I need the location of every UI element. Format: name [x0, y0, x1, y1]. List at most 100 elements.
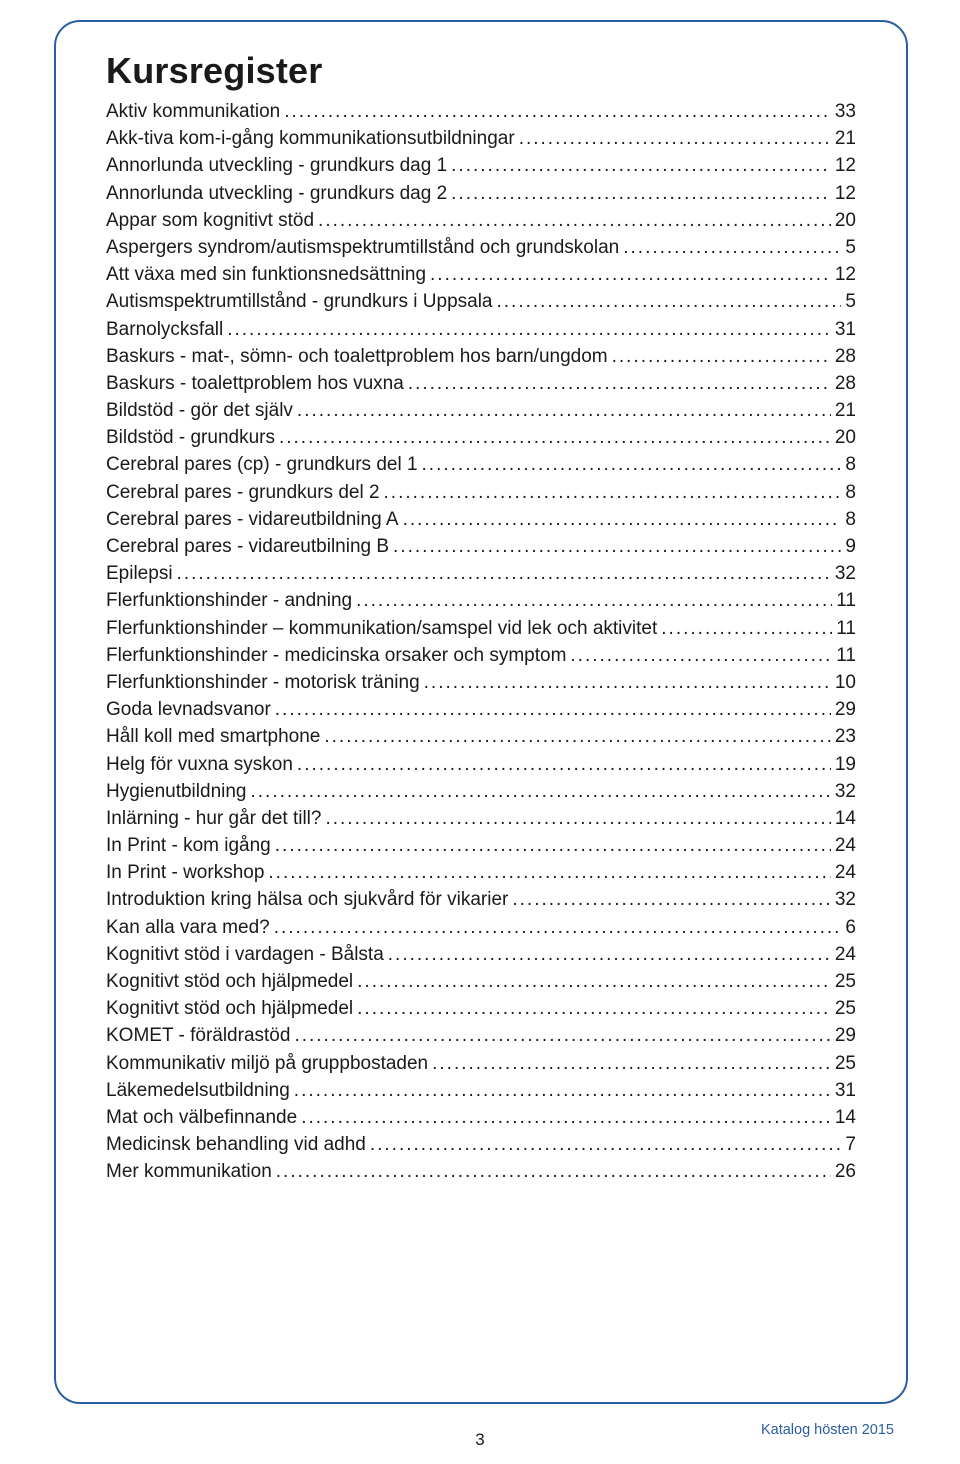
toc-entry-label: KOMET - föräldrastöd — [106, 1026, 290, 1045]
toc-leader-dots — [251, 782, 831, 801]
toc-row: Cerebral pares - vidareutbildning A 8 — [106, 510, 856, 529]
toc-entry-page: 25 — [835, 972, 856, 991]
toc-row: Mer kommunikation26 — [106, 1162, 856, 1181]
toc-entry-page: 11 — [836, 646, 856, 665]
toc-leader-dots — [393, 537, 841, 556]
toc-leader-dots — [268, 863, 830, 882]
toc-entry-label: Håll koll med smartphone — [106, 727, 320, 746]
toc-entry-label: Cerebral pares - grundkurs del 2 — [106, 483, 380, 502]
toc-entry-label: Flerfunktionshinder - andning — [106, 591, 352, 610]
toc-row: Barnolycksfall 31 — [106, 320, 856, 339]
toc-entry-page: 33 — [835, 102, 856, 121]
toc-leader-dots — [275, 836, 831, 855]
toc-leader-dots — [301, 1108, 831, 1127]
toc-leader-dots — [177, 564, 831, 583]
toc-leader-dots — [275, 700, 831, 719]
toc-leader-dots — [570, 646, 832, 665]
toc-entry-page: 7 — [845, 1135, 856, 1154]
toc-entry-page: 8 — [845, 510, 856, 529]
toc-row: Flerfunktionshinder - medicinska orsaker… — [106, 646, 856, 665]
toc-entry-page: 20 — [835, 211, 856, 230]
toc-entry-label: Barnolycksfall — [106, 320, 223, 339]
toc-leader-dots — [661, 619, 832, 638]
toc-entry-label: Kognitivt stöd och hjälpmedel — [106, 972, 353, 991]
toc-leader-dots — [325, 809, 830, 828]
toc-leader-dots — [370, 1135, 842, 1154]
toc-entry-label: Att växa med sin funktionsnedsättning — [106, 265, 426, 284]
toc-entry-label: Akk-tiva kom-i-gång kommunikationsutbild… — [106, 129, 515, 148]
toc-entry-page: 31 — [835, 320, 856, 339]
toc-entry-page: 8 — [845, 483, 856, 502]
toc-entry-page: 25 — [835, 999, 856, 1018]
toc-entry-page: 32 — [835, 890, 856, 909]
toc-entry-label: Baskurs - mat-, sömn- och toalettproblem… — [106, 347, 608, 366]
toc-leader-dots — [497, 292, 842, 311]
toc-leader-dots — [388, 945, 831, 964]
toc-entry-label: Cerebral pares (cp) - grundkurs del 1 — [106, 455, 418, 474]
toc-entry-page: 19 — [835, 755, 856, 774]
toc-entry-label: Goda levnadsvanor — [106, 700, 271, 719]
toc-leader-dots — [623, 238, 841, 257]
toc-row: Bildstöd - gör det själv21 — [106, 401, 856, 420]
table-of-contents: Aktiv kommunikation33Akk-tiva kom-i-gång… — [106, 102, 856, 1181]
toc-entry-page: 29 — [835, 1026, 856, 1045]
toc-row: Hygienutbildning32 — [106, 782, 856, 801]
toc-leader-dots — [294, 1026, 830, 1045]
toc-entry-label: Kan alla vara med? — [106, 918, 270, 937]
toc-row: Att växa med sin funktionsnedsättning 12 — [106, 265, 856, 284]
toc-row: Kan alla vara med?6 — [106, 918, 856, 937]
toc-entry-page: 21 — [835, 401, 856, 420]
toc-entry-page: 12 — [835, 156, 856, 175]
page: Kursregister Aktiv kommunikation33Akk-ti… — [0, 0, 960, 1464]
toc-leader-dots — [451, 184, 831, 203]
toc-leader-dots — [432, 1054, 831, 1073]
toc-entry-label: Cerebral pares - vidareutbildning A — [106, 510, 399, 529]
toc-entry-page: 21 — [835, 129, 856, 148]
toc-row: Cerebral pares - vidareutbilning B9 — [106, 537, 856, 556]
toc-entry-page: 26 — [835, 1162, 856, 1181]
toc-entry-label: Flerfunktionshinder - medicinska orsaker… — [106, 646, 566, 665]
toc-leader-dots — [408, 374, 831, 393]
toc-row: Mat och välbefinnande14 — [106, 1108, 856, 1127]
toc-row: Autismspektrumtillstånd - grundkurs i Up… — [106, 292, 856, 311]
toc-entry-label: Helg för vuxna syskon — [106, 755, 293, 774]
toc-entry-label: Läkemedelsutbildning — [106, 1081, 290, 1100]
toc-entry-page: 12 — [835, 265, 856, 284]
toc-row: Kognitivt stöd och hjälpmedel 25 — [106, 999, 856, 1018]
toc-entry-page: 32 — [835, 564, 856, 583]
toc-entry-page: 31 — [835, 1081, 856, 1100]
toc-entry-label: Annorlunda utveckling - grundkurs dag 2 — [106, 184, 447, 203]
toc-leader-dots — [294, 1081, 831, 1100]
toc-entry-page: 11 — [836, 591, 856, 610]
toc-row: Flerfunktionshinder - motorisk träning10 — [106, 673, 856, 692]
toc-entry-label: Epilepsi — [106, 564, 173, 583]
toc-entry-page: 24 — [835, 945, 856, 964]
toc-entry-page: 29 — [835, 700, 856, 719]
toc-entry-page: 10 — [835, 673, 856, 692]
toc-entry-page: 28 — [835, 374, 856, 393]
toc-row: Kommunikativ miljö på gruppbostaden 25 — [106, 1054, 856, 1073]
toc-entry-label: Aspergers syndrom/autismspektrumtillstån… — [106, 238, 619, 257]
toc-leader-dots — [422, 455, 842, 474]
toc-entry-label: Bildstöd - grundkurs — [106, 428, 275, 447]
toc-entry-label: Kommunikativ miljö på gruppbostaden — [106, 1054, 428, 1073]
toc-row: Håll koll med smartphone 23 — [106, 727, 856, 746]
toc-leader-dots — [324, 727, 830, 746]
toc-row: Introduktion kring hälsa och sjukvård fö… — [106, 890, 856, 909]
page-number: 3 — [0, 1430, 960, 1450]
toc-leader-dots — [512, 890, 831, 909]
toc-entry-label: Kognitivt stöd och hjälpmedel — [106, 999, 353, 1018]
toc-leader-dots — [356, 591, 832, 610]
toc-row: Epilepsi 32 — [106, 564, 856, 583]
toc-row: Akk-tiva kom-i-gång kommunikationsutbild… — [106, 129, 856, 148]
toc-leader-dots — [519, 129, 831, 148]
toc-entry-page: 23 — [835, 727, 856, 746]
toc-entry-page: 11 — [836, 619, 856, 638]
toc-row: Kognitivt stöd i vardagen - Bålsta24 — [106, 945, 856, 964]
toc-entry-page: 5 — [845, 292, 856, 311]
toc-entry-page: 25 — [835, 1054, 856, 1073]
toc-row: Medicinsk behandling vid adhd7 — [106, 1135, 856, 1154]
toc-entry-label: Appar som kognitivt stöd — [106, 211, 314, 230]
toc-entry-label: Annorlunda utveckling - grundkurs dag 1 — [106, 156, 447, 175]
toc-row: Baskurs - toalettproblem hos vuxna28 — [106, 374, 856, 393]
